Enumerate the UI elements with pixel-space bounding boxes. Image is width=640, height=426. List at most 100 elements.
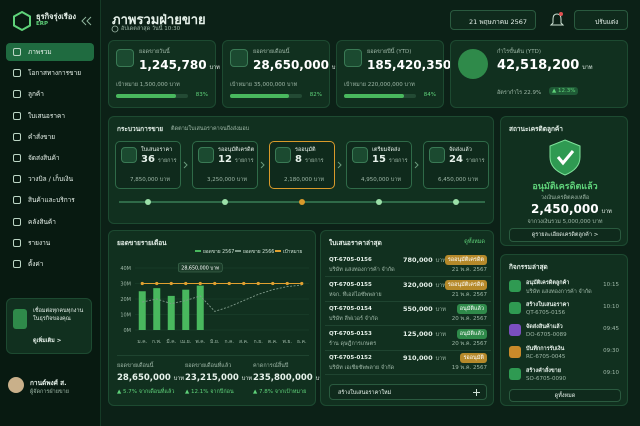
activity-time: 09:30 xyxy=(603,348,619,354)
step-label: รออนุมัติ xyxy=(295,147,316,153)
updated: อัปเดตล่าสุด วันนี้ 10:30 xyxy=(121,26,181,32)
quote-status: อนุมัติแล้ว xyxy=(456,304,487,314)
menu-item[interactable]: วางบิล / เก็บเงิน xyxy=(6,170,94,188)
progress-fill xyxy=(230,94,290,98)
bar xyxy=(153,288,161,330)
step-arrow xyxy=(337,161,342,169)
menu-item[interactable]: สินค้าและบริการ xyxy=(6,191,94,209)
kpi-value: 185,420,350 xyxy=(367,58,452,72)
date-text: 21 พฤษภาคม 2567 xyxy=(469,18,528,26)
create-quote-button[interactable]: สร้างใบเสนอราคาใหม่ xyxy=(329,384,487,400)
line-dot xyxy=(271,281,275,286)
summary-label: ยอดขายเดือนนี้ xyxy=(117,363,154,369)
activity-time: 10:10 xyxy=(603,304,619,310)
promo-link[interactable]: ดูเพิ่มเติม > xyxy=(33,338,62,344)
activities-view-all[interactable]: ดูทั้งหมด xyxy=(509,389,621,402)
monthly-chart: 0M 10M 20M 30M 40M ม.ค. ก.พ. มี.ค. เม.ย. พ.ค. มิ.ย… xyxy=(120,248,309,345)
menu-item[interactable]: ภาพรวม xyxy=(6,43,94,61)
menu-item[interactable]: ลูกค้า xyxy=(6,85,94,103)
kpi-progress-label: 83% xyxy=(195,92,208,98)
progress-track xyxy=(116,94,188,98)
credit-remaining-label: วงเงินเครดิตคงเหลือ xyxy=(540,195,590,201)
page-title: ภาพรวมฝ่ายขาย xyxy=(112,13,206,28)
user-name: กานต์พงศ์ ส. xyxy=(30,379,67,387)
step-icon xyxy=(198,147,214,163)
check xyxy=(556,150,575,166)
summary-label: ยอดขายเดือนที่แล้ว xyxy=(185,363,232,369)
step-label: รออนุมัติเครดิต xyxy=(218,147,255,153)
quote-customer: หจก. ทีเอสไอซัพพลาย xyxy=(329,291,382,298)
credit-button[interactable]: ดูรายละเอียดเครดิตลูกค้า > xyxy=(509,228,621,242)
legend-label: ยอดขาย 2567 xyxy=(203,249,234,255)
quote-status: รออนุมัติ xyxy=(460,353,487,363)
menu-item[interactable]: จัดส่งสินค้า xyxy=(6,149,94,167)
pipeline-step: เตรียมจัดส่ง 15 รายการ 4,950,000 บาท xyxy=(346,141,412,189)
step-dot xyxy=(299,199,305,205)
activity-ref: RC-6705-0045 xyxy=(526,354,566,360)
quote-amount-row: 320,000 บาท xyxy=(403,281,446,290)
menu-icon xyxy=(13,175,21,184)
kpi-icon xyxy=(344,49,362,67)
step-amount: 3,250,000 บาท xyxy=(207,177,247,183)
step-count-row: 36 รายการ xyxy=(141,154,177,165)
menu-item[interactable]: ตั้งค่า xyxy=(6,255,94,273)
line-dot xyxy=(256,281,260,286)
credit-remaining-row: 2,450,000 บาท xyxy=(531,202,612,216)
promo-text: เชื่อมต่อทุกคนทุกงาน ในธุรกิจของคุณ xyxy=(33,308,84,322)
step-unit: รายการ xyxy=(465,158,485,164)
step-arrow xyxy=(414,161,419,169)
quote-date: 19 พ.ค. 2567 xyxy=(451,365,487,371)
kpi-value-row: 1,245,780 บาท xyxy=(139,58,220,72)
kpi-value: 28,650,000 xyxy=(253,58,329,72)
activity-icon xyxy=(509,324,521,336)
summary-unit: บาท xyxy=(173,376,184,382)
quote-row[interactable]: QT-6705-0154 บริษัท ลีฟเวอร์ จำกัด 550,000… xyxy=(325,302,491,326)
quote-row[interactable]: QT-6705-0153 ร้าน ดุษฎีการเกษตร 125,000 บาท… xyxy=(325,327,491,351)
quote-customer: ร้าน ดุษฎีการเกษตร xyxy=(329,340,377,347)
menu-item[interactable]: โอกาสทางการขาย xyxy=(6,64,94,82)
date-picker[interactable]: 21 พฤษภาคม 2567 xyxy=(450,10,536,30)
step-dot xyxy=(376,199,382,205)
activity-icon xyxy=(509,302,521,314)
quote-status: รออนุมัติเครดิต xyxy=(444,255,487,265)
step-unit: รายการ xyxy=(304,158,324,164)
menu-item[interactable]: รายงาน xyxy=(6,234,94,252)
kpi-value-row: 42,518,200 บาท xyxy=(497,58,592,73)
menu-item[interactable]: ใบเสนอราคา xyxy=(6,107,94,125)
kpi-progress-label: 82% xyxy=(309,92,322,98)
quotes-title: ใบเสนอราคาล่าสุด xyxy=(329,239,382,247)
menu-item[interactable]: คำสั่งขาย xyxy=(6,128,94,146)
pipeline-step: รออนุมัติเครดิต 12 รายการ 3,250,000 บาท xyxy=(192,141,258,189)
quote-amount: 910,000 xyxy=(403,354,433,362)
kpi-label: ยอดขายวันนี้ xyxy=(139,49,170,55)
menu-label: วางบิล / เก็บเงิน xyxy=(28,175,74,184)
step-icon xyxy=(352,147,368,163)
step-arrow xyxy=(183,161,188,169)
menu-label: จัดส่งสินค้า xyxy=(28,154,60,162)
menu-icon xyxy=(13,132,21,141)
kpi-label: ยอดขายปีนี้ (YTD) xyxy=(367,49,412,55)
quote-row[interactable]: QT-6705-0156 บริษัท แสงทองการค้า จำกัด 780… xyxy=(325,253,491,277)
y-tick-label: 20M xyxy=(120,297,131,303)
customize-button[interactable]: ปรับแต่ง xyxy=(574,10,628,30)
quote-row[interactable]: QT-6705-0155 หจก. ทีเอสไอซัพพลาย 320,000 บา… xyxy=(325,278,491,302)
menu-icon xyxy=(13,69,21,78)
promo-card: เชื่อมต่อทุกคนทุกงาน ในธุรกิจของคุณดูเพิ… xyxy=(6,298,92,354)
series-line xyxy=(142,284,302,312)
kpi-unit: บาท xyxy=(209,65,220,71)
activity-icon xyxy=(509,346,521,358)
quotes-view-all[interactable]: ดูทั้งหมด xyxy=(464,239,485,245)
summary-value: 235,800,000 xyxy=(253,373,313,383)
quote-row[interactable]: QT-6705-0152 บริษัท เอเชียซัพพลาย จำกัด 91… xyxy=(325,351,491,375)
menu-label: สินค้าและบริการ xyxy=(28,196,75,205)
step-count: 24 xyxy=(449,154,463,165)
quote-unit: บาท xyxy=(435,331,446,338)
promo-icon xyxy=(13,309,27,329)
x-tick-label: ต.ค. xyxy=(268,339,278,345)
credit-card: สถานะเครดิตลูกค้า อนุมัติเครดิตแล้ว วงเงิน… xyxy=(500,116,628,246)
x-tick-label: มี.ค. xyxy=(166,338,176,345)
kpi-card: ยอดขายปีนี้ (YTD)185,420,350บาทเป้าหมาย … xyxy=(336,40,464,108)
menu-item[interactable]: คลังสินค้า xyxy=(6,213,94,231)
summary-value: 23,215,000 xyxy=(185,373,239,383)
step-count: 12 xyxy=(218,154,232,165)
